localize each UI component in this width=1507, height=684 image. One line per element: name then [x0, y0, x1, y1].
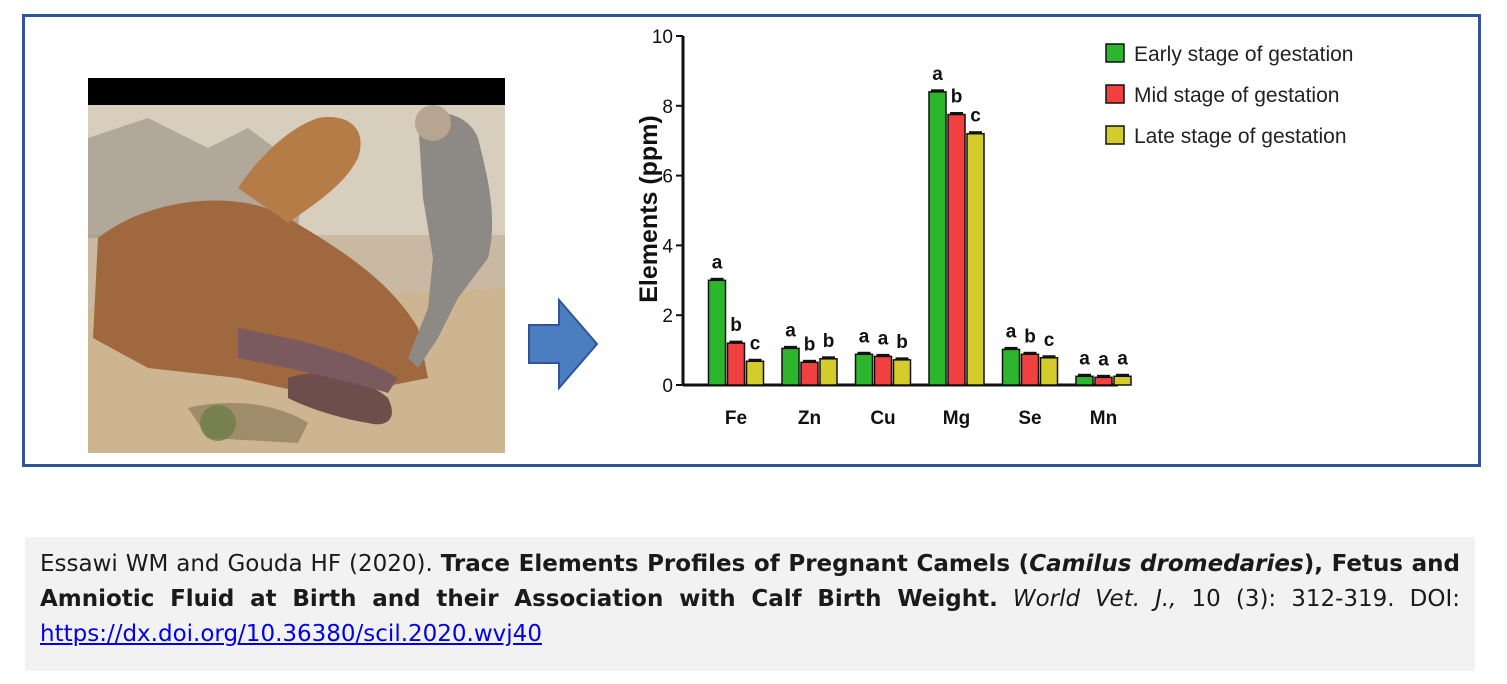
significance-label: b — [951, 87, 963, 108]
significance-label: a — [1117, 348, 1128, 369]
bar — [1001, 348, 1021, 386]
legend-swatch — [1105, 84, 1125, 104]
camel-photo — [88, 78, 505, 453]
significance-label: c — [750, 333, 761, 354]
y-tick-label: 8 — [662, 97, 673, 118]
significance-label: c — [1044, 330, 1055, 351]
bar — [745, 360, 765, 386]
legend-label: Early stage of gestation — [1134, 43, 1353, 66]
bar — [947, 113, 966, 386]
bar — [1020, 353, 1040, 386]
right-arrow-icon — [527, 297, 599, 395]
category-label: Mg — [943, 408, 970, 429]
y-ticks: 0 2 4 6 8 10 — [652, 27, 683, 397]
bar — [1113, 375, 1132, 386]
significance-label: a — [785, 320, 796, 341]
significance-label: b — [804, 334, 816, 355]
citation-species: Camilus dromedaries — [1029, 551, 1304, 577]
legend-swatch — [1105, 43, 1125, 63]
bar — [928, 91, 947, 386]
bar — [854, 353, 874, 386]
bar — [873, 355, 893, 386]
camel-photo-illustration — [88, 78, 505, 453]
category-label: Se — [1018, 408, 1041, 429]
right-arrow-shape — [528, 297, 599, 391]
legend-label: Late stage of gestation — [1134, 125, 1347, 148]
citation-title-part2: ), Fetus and Amniotic Fluid at Birth and… — [40, 551, 1460, 612]
bar — [1039, 357, 1059, 386]
y-tick-label: 0 — [662, 376, 673, 397]
bar — [781, 347, 800, 386]
significance-label: a — [859, 326, 870, 347]
citation-text: Essawi WM and Gouda HF (2020). Trace Ele… — [40, 547, 1460, 652]
legend-swatch — [1105, 125, 1125, 145]
significance-label: a — [1098, 349, 1109, 370]
y-tick-label: 2 — [662, 306, 673, 327]
bar — [1094, 376, 1113, 386]
bar — [892, 359, 912, 386]
significance-label: a — [878, 328, 889, 349]
citation-authors: Essawi WM and Gouda HF (2020). — [40, 551, 441, 577]
bar — [707, 279, 727, 386]
legend-label: Mid stage of gestation — [1134, 84, 1339, 107]
category-label: Zn — [798, 408, 821, 429]
doi-link[interactable]: https://dx.doi.org/10.36380/scil.2020.wv… — [40, 621, 542, 647]
significance-label: a — [932, 64, 943, 85]
significance-label: c — [970, 106, 981, 127]
bar — [966, 132, 985, 386]
y-axis-label: Elements (ppm) — [635, 115, 663, 303]
category-label: Mn — [1090, 408, 1117, 429]
bar — [726, 342, 746, 386]
significance-label: a — [1006, 321, 1017, 342]
significance-label: b — [1024, 326, 1036, 347]
significance-label: b — [823, 331, 835, 352]
citation-journal: World Vet. J., — [1012, 586, 1177, 612]
category-label: Fe — [725, 408, 747, 429]
category-label: Cu — [870, 408, 895, 429]
category-labels: Fe Zn Cu Mg Se Mn — [725, 408, 1117, 429]
bar — [819, 358, 838, 386]
bar — [1075, 375, 1094, 386]
bar — [800, 361, 819, 386]
significance-label: b — [730, 315, 742, 336]
y-tick-label: 4 — [662, 236, 673, 257]
citation-box: Essawi WM and Gouda HF (2020). Trace Ele… — [25, 537, 1475, 671]
significance-label: a — [712, 252, 723, 273]
citation-title-part1: Trace Elements Profiles of Pregnant Came… — [440, 551, 1030, 577]
y-tick-label: 10 — [652, 27, 673, 48]
significance-label: a — [1079, 348, 1090, 369]
citation-volume: 10 (3): 312-319. DOI: — [1176, 586, 1460, 612]
y-tick-label: 6 — [662, 167, 673, 188]
legend: Early stage of gestation Mid stage of ges… — [1105, 43, 1353, 148]
significance-label: b — [896, 332, 908, 353]
